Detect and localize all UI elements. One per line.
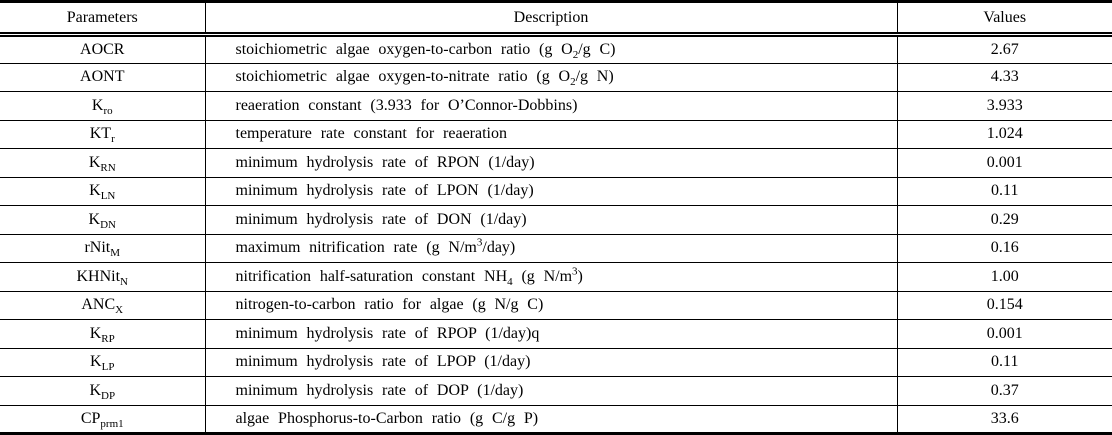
param-cell: KDN (0, 205, 205, 234)
param-cell: KRN (0, 148, 205, 177)
value-cell: 33.6 (897, 404, 1112, 434)
value-cell: 4.33 (897, 62, 1112, 92)
value-cell: 1.024 (897, 119, 1112, 149)
value-cell: 0.37 (897, 376, 1112, 405)
param-cell: KDP (0, 376, 205, 405)
value-cell: 1.00 (897, 262, 1112, 291)
column-header-description: Description (204, 1, 898, 37)
description-cell: temperature rate constant for reaeration (204, 119, 898, 149)
table-header: Parameters Description Values (0, 1, 1112, 37)
param-cell: ANCX (0, 290, 205, 320)
description-cell: minimum hydrolysis rate of RPON (1/day) (204, 148, 898, 177)
table-body: AOCR stoichiometric algae oxygen-to-carbo… (0, 34, 1112, 434)
description-cell: nitrification half-saturation constant N… (204, 262, 898, 291)
description-cell: minimum hydrolysis rate of DOP (1/day) (204, 376, 898, 405)
param-cell: rNitM (0, 233, 205, 263)
column-header-parameters: Parameters (0, 1, 205, 37)
param-cell: CPprm1 (0, 404, 205, 434)
description-cell: stoichiometric algae oxygen-to-carbon ra… (204, 34, 898, 63)
value-cell: 0.16 (897, 233, 1112, 263)
value-cell: 2.67 (990, 40, 1019, 58)
param-cell: AONT (0, 62, 205, 92)
value-cell: 0.11 (897, 347, 1112, 377)
param-cell: AOCR (80, 40, 125, 58)
param-cell: KRP (0, 319, 205, 348)
table-row: KLP minimum hydrolysis rate of LPOP (1/da… (0, 347, 1112, 377)
column-header-values: Values (897, 1, 1112, 37)
description-cell: nitrogen-to-carbon ratio for algae (g N/… (204, 290, 898, 320)
table-row: AOCR stoichiometric algae oxygen-to-carbo… (0, 34, 1112, 63)
table-row: AONT stoichiometric algae oxygen-to-nitra… (0, 62, 1112, 92)
description-cell: minimum hydrolysis rate of LPON (1/day) (204, 176, 898, 206)
value-cell: 0.29 (897, 205, 1112, 234)
param-cell: KHNitN (0, 262, 205, 291)
description-cell: minimum hydrolysis rate of RPOP (1/day)q (204, 319, 898, 348)
value-cell: 0.154 (897, 290, 1112, 320)
value-cell: 0.11 (897, 176, 1112, 206)
table-row: ANCX nitrogen-to-carbon ratio for algae (… (0, 290, 1112, 320)
table-row: rNitM maximum nitrification rate (g N/m3/… (0, 233, 1112, 263)
description-cell: minimum hydrolysis rate of DON (1/day) (204, 205, 898, 234)
table-row: Kro reaeration constant (3.933 for O’Conn… (0, 91, 1112, 120)
table-row: KDN minimum hydrolysis rate of DON (1/day… (0, 205, 1112, 234)
table-row: KDP minimum hydrolysis rate of DOP (1/day… (0, 376, 1112, 405)
header-row: Parameters Description Values (0, 1, 1112, 37)
table-row: CPprm1 algae Phosphorus-to-Carbon ratio (… (0, 404, 1112, 434)
param-cell: KLP (0, 347, 205, 377)
value-cell: 0.001 (897, 319, 1112, 348)
description-cell: reaeration constant (3.933 for O’Connor-… (204, 91, 898, 120)
description-cell: maximum nitrification rate (g N/m3/day) (204, 233, 898, 263)
description-cell: minimum hydrolysis rate of LPOP (1/day) (204, 347, 898, 377)
param-cell: Kro (0, 91, 205, 120)
param-cell: KLN (0, 176, 205, 206)
table-row: KRN minimum hydrolysis rate of RPON (1/da… (0, 148, 1112, 177)
value-cell: 0.001 (897, 148, 1112, 177)
table-row: KTr temperature rate constant for reaerat… (0, 119, 1112, 149)
table-row: KHNitN nitrification half-saturation cons… (0, 262, 1112, 291)
description-cell: stoichiometric algae oxygen-to-nitrate r… (204, 62, 898, 92)
table-row: KLN minimum hydrolysis rate of LPON (1/da… (0, 176, 1112, 206)
param-cell: KTr (0, 119, 205, 149)
value-cell: 3.933 (897, 91, 1112, 120)
description-cell: algae Phosphorus-to-Carbon ratio (g C/g … (204, 404, 898, 434)
table-row: KRP minimum hydrolysis rate of RPOP (1/da… (0, 319, 1112, 348)
